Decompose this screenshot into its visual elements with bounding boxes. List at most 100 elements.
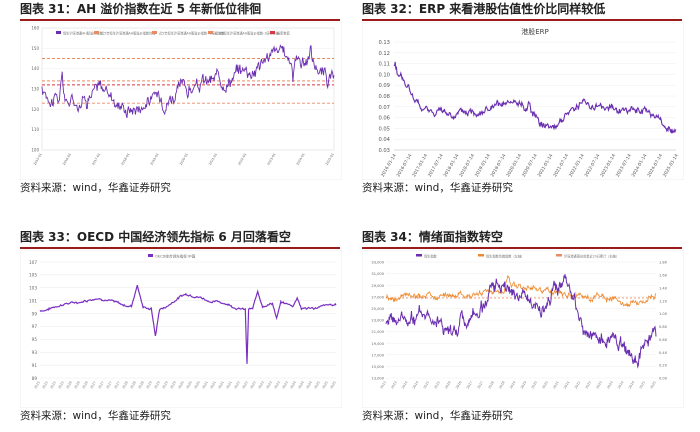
hang-seng-series-line: [385, 274, 657, 369]
x-tick-label: 2015: [49, 381, 57, 390]
x-tick-label: 2023: [606, 381, 614, 390]
panel-sentiment: 图表 34：情绪面指数转空 恒生指数 恒生指数情绪指数（左轴） 沪深港通南向资金近2…: [362, 228, 684, 432]
y-tick-label: 0.08: [378, 94, 390, 100]
y-tick-label: 0.07: [378, 105, 390, 111]
x-tick-label: 2016-01: [62, 153, 72, 167]
legend-entry: OECD综合领先指标:中国: [155, 254, 196, 259]
legend-entry: 近5年恒生沪深港通AH股溢价指数-1倍标准差: [215, 31, 279, 36]
legend-entry: 恒生指数情绪指数（左轴）: [486, 253, 524, 258]
x-tick-label: 2023: [281, 381, 289, 390]
y-tick-label: 120: [31, 107, 39, 112]
x-tick-label: 2024-01: [296, 153, 306, 167]
x-tick-label: 2013: [390, 381, 398, 390]
inner-chart-title: 港股ERP: [521, 27, 549, 36]
panel-oecd: 图表 33：OECD 中国经济领先指标 6 月回落看空 OECD综合领先指标:中…: [20, 228, 342, 432]
x-tick-label: 2024: [628, 381, 636, 390]
x-tick-label: 2022-01: [237, 153, 247, 167]
x-tick-label: 2019: [161, 381, 169, 390]
x-tick-label: 2016: [81, 381, 89, 390]
y-right-tick-label: 0.60: [659, 338, 668, 342]
x-tick-label: 2021: [209, 381, 217, 390]
x-tick-label: 2017: [477, 381, 485, 390]
y-tick-label: 0.03: [378, 148, 390, 154]
source-note: 资料来源：wind，华鑫证券研究: [362, 410, 513, 422]
x-tick-label: 2023: [257, 381, 265, 390]
y-tick-label: 103: [29, 286, 37, 291]
chart-title: 图表 32：ERP 来看港股估值性价比同样较低: [362, 2, 606, 16]
ah-premium-chart: 100110120130140150160恒生沪深港通AH股溢价指数近5年恒生沪…: [20, 22, 342, 180]
x-tick-label: 2021: [552, 381, 560, 390]
x-tick-label: 2013: [379, 381, 387, 390]
y-right-tick-label: 1.00: [659, 312, 668, 316]
sentiment-chart: 恒生指数 恒生指数情绪指数（左轴） 沪深港通南向资金近20日累计（右轴） 33,000…: [362, 250, 684, 408]
x-tick-label: 2022: [233, 381, 241, 390]
ah-premium-series-line: [41, 44, 335, 119]
title-underline: [20, 247, 340, 249]
y-right-tick-label: 0.80: [659, 325, 668, 329]
x-tick-label: 2015-01: [33, 153, 43, 167]
x-tick-label: 2022: [585, 381, 593, 390]
x-tick-label: 2015: [433, 381, 441, 390]
x-tick-label: 2014: [401, 381, 409, 390]
y-left-tick-label: 21,000: [371, 330, 384, 334]
y-right-tick-label: 0.00: [659, 377, 668, 381]
x-tick-label: 2022: [241, 381, 249, 390]
y-left-tick-label: 23,000: [371, 319, 384, 323]
y-tick-label: 99: [32, 311, 38, 316]
x-tick-label: 2025: [639, 381, 647, 390]
y-left-tick-label: 33,000: [371, 261, 384, 265]
legend-entry: 恒生指数: [424, 253, 438, 258]
chart-frame: [20, 250, 342, 408]
x-tick-label: 2018-01: [120, 153, 130, 167]
y-right-tick-label: 0.40: [659, 351, 668, 355]
y-tick-label: 0.11: [378, 62, 390, 68]
y-tick-label: 0.04: [378, 137, 390, 143]
x-tick-label: 2019: [153, 381, 161, 390]
x-tick-label: 2019: [145, 381, 153, 390]
y-tick-label: 91: [32, 363, 38, 368]
legend-swatch: [556, 254, 562, 257]
x-tick-label: 2017: [466, 381, 474, 390]
x-tick-label: 2015: [423, 381, 431, 390]
chart-title: 图表 33：OECD 中国经济领先指标 6 月回落看空: [20, 230, 291, 244]
legend-swatch: [416, 254, 422, 257]
y-left-tick-label: 13,000: [371, 377, 384, 381]
title-underline: [20, 19, 340, 21]
y-left-tick-label: 15,000: [371, 365, 384, 369]
x-tick-label: 2018: [487, 381, 495, 390]
y-right-tick-label: 1.20: [659, 299, 668, 303]
x-tick-label: 2017-01: [91, 153, 101, 167]
y-tick-label: 140: [31, 66, 39, 71]
title-underline: [362, 19, 682, 21]
y-left-tick-label: 29,000: [371, 284, 384, 288]
x-tick-label: 2018: [498, 381, 506, 390]
oecd-series-line: [39, 284, 337, 364]
y-left-tick-label: 19,000: [371, 342, 384, 346]
legend-swatch: [208, 31, 213, 34]
x-tick-label: 2017: [89, 381, 97, 390]
y-right-tick-label: 1.80: [659, 261, 668, 265]
x-tick-label: 2024: [297, 381, 305, 390]
legend-swatch: [56, 31, 61, 34]
y-tick-label: 107: [29, 260, 37, 265]
source-note: 资料来源：wind，华鑫证券研究: [20, 410, 171, 422]
y-tick-label: 105: [29, 273, 37, 278]
x-tick-label: 2016: [73, 381, 81, 390]
erp-series-line: [393, 61, 677, 134]
x-tick-label: 2024: [289, 381, 297, 390]
y-tick-label: 110: [31, 127, 39, 132]
x-tick-label: 2020: [541, 381, 549, 390]
y-right-tick-label: 1.60: [659, 273, 668, 277]
y-tick-label: 0.12: [378, 51, 390, 57]
x-tick-label: 2023-01: [266, 153, 276, 167]
legend-entry: 沪深港通南向资金近20日累计（右轴）: [564, 253, 619, 258]
x-tick-label: 2014: [412, 381, 420, 390]
y-tick-label: 0.09: [378, 83, 390, 89]
x-tick-label: 2018: [129, 381, 137, 390]
x-tick-label: 2023: [595, 381, 603, 390]
chart-title: 图表 34：情绪面指数转空: [362, 230, 503, 244]
x-tick-label: 2021: [225, 381, 233, 390]
x-tick-label: 2020: [177, 381, 185, 390]
x-tick-label: 2022: [574, 381, 582, 390]
x-tick-label: 2016: [455, 381, 463, 390]
